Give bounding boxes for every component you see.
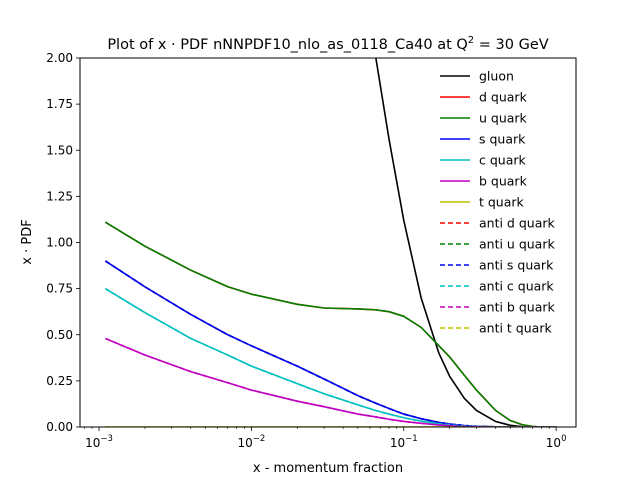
series-line-u-quark [104,221,557,427]
x-axis-label: x - momentum fraction [253,461,403,476]
x-tick-base: 10 [546,436,561,450]
y-axis-ticks: 0.00 0.25 0.50 0.75 1.00 1.25 1.50 1.75 2.00 [46,51,80,434]
x-tick-label: 10−1 [390,434,418,450]
legend-label-anti-b-quark: anti b quark [479,300,555,315]
series-line-anti-b-quark [105,337,557,427]
series-layer [104,58,557,427]
title-suffix: = 30 GeV [474,37,549,53]
legend-label-anti-u-quark: anti u quark [479,237,555,252]
chart-title: Plot of x · PDF nNNPDF10_nlo_as_0118_Ca4… [107,35,548,53]
title-prefix: Plot of x · PDF nNNPDF10_nlo_as_0118_Ca4… [107,37,467,53]
legend-label-s-quark: s quark [479,132,526,147]
legend-label-c-quark: c quark [479,153,527,168]
legend-label-anti-s-quark: anti s quark [479,258,554,273]
legend-label-u-quark: u quark [479,111,528,126]
legend-label-b-quark: b quark [479,174,528,189]
x-tick-exponent: −2 [253,434,266,444]
y-tick-label: 1.50 [46,143,73,157]
y-tick-label: 1.25 [46,189,73,203]
legend-label-gluon: gluon [479,69,514,84]
x-tick-base: 10 [237,436,252,450]
x-tick-label: 100 [546,434,567,450]
x-tick-base: 10 [85,436,100,450]
y-tick-label: 0.50 [46,328,73,342]
series-line-anti-c-quark [104,287,557,427]
y-tick-label: 0.75 [46,282,73,296]
x-tick-exponent: −1 [405,434,418,444]
series-line-gluon [375,58,557,427]
legend-label-d-quark: d quark [479,90,528,105]
legend-label-anti-t-quark: anti t quark [479,321,552,336]
legend-label-t-quark: t quark [479,195,525,210]
y-axis-label: x · PDF [20,219,35,264]
legend-label-anti-d-quark: anti d quark [479,216,555,231]
x-tick-exponent: 0 [561,434,566,444]
x-tick-base: 10 [390,436,405,450]
x-axis-ticks: 10−3 10−2 10−1 100 [83,427,567,450]
legend-label-anti-c-quark: anti c quark [479,279,554,294]
y-tick-label: 1.00 [46,236,73,250]
y-tick-label: 1.75 [46,97,73,111]
legend: gluon d quark u quark s quark c quark b quark… [440,69,555,336]
title-superscript: 2 [468,35,474,46]
y-tick-label: 0.00 [46,420,73,434]
x-tick-label: 10−2 [237,434,265,450]
series-line-anti-s-quark [104,260,557,427]
x-tick-exponent: −3 [100,434,113,444]
y-tick-label: 2.00 [46,51,73,65]
y-tick-label: 0.25 [46,374,73,388]
x-tick-label: 10−3 [85,434,113,450]
